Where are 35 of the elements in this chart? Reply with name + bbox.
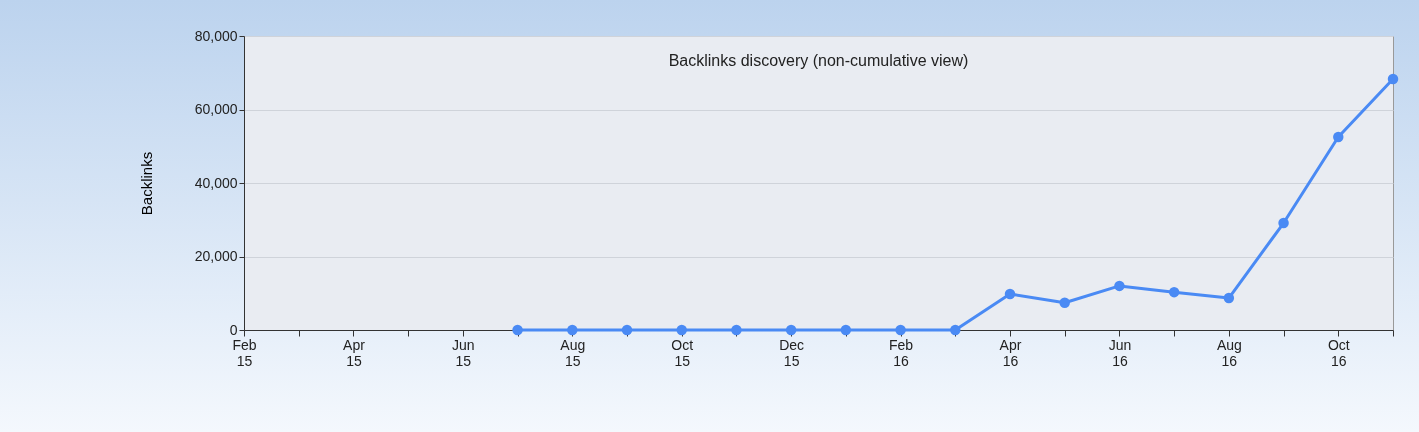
point bbox=[1278, 217, 1289, 229]
y-tick-label: 20,000 bbox=[194, 248, 238, 264]
y-tick-label: 40,000 bbox=[194, 174, 238, 191]
point bbox=[1059, 297, 1070, 309]
point bbox=[1168, 286, 1180, 298]
point bbox=[950, 324, 961, 336]
point bbox=[895, 324, 906, 336]
x-tick-label: Apr 16 bbox=[999, 336, 1022, 369]
x-tick-label: Feb 15 bbox=[232, 336, 257, 369]
x-tick-label: Jun 15 bbox=[452, 336, 475, 369]
x-tick-label: Apr 15 bbox=[343, 336, 366, 369]
point bbox=[785, 324, 797, 336]
x-tick-label: Aug 16 bbox=[1216, 336, 1242, 369]
x-tick-label: Feb 16 bbox=[889, 336, 914, 369]
point bbox=[1333, 131, 1344, 143]
y-axis-title: Backlinks bbox=[137, 151, 155, 216]
x-tick-label: Oct 15 bbox=[671, 336, 694, 369]
point bbox=[1004, 288, 1016, 300]
x-tick-label: Dec 15 bbox=[779, 336, 805, 369]
point bbox=[512, 324, 523, 336]
point bbox=[1223, 292, 1235, 304]
point bbox=[840, 324, 852, 336]
text: Backlinks discovery (non-cumulative view) bbox=[668, 52, 969, 69]
x-tick-label: Jun 16 bbox=[1108, 336, 1132, 369]
point bbox=[1114, 280, 1125, 292]
x-tick-label: Aug 15 bbox=[560, 336, 586, 369]
y-tick-label: 80,000 bbox=[194, 27, 238, 44]
point bbox=[567, 324, 578, 336]
y-tick-label: 0 bbox=[229, 321, 238, 338]
point bbox=[676, 324, 687, 336]
point bbox=[1387, 73, 1399, 85]
point bbox=[621, 324, 633, 336]
x-tick-label: Oct 16 bbox=[1327, 336, 1350, 369]
y-tick-label: 60,000 bbox=[194, 101, 238, 117]
point bbox=[731, 324, 742, 336]
